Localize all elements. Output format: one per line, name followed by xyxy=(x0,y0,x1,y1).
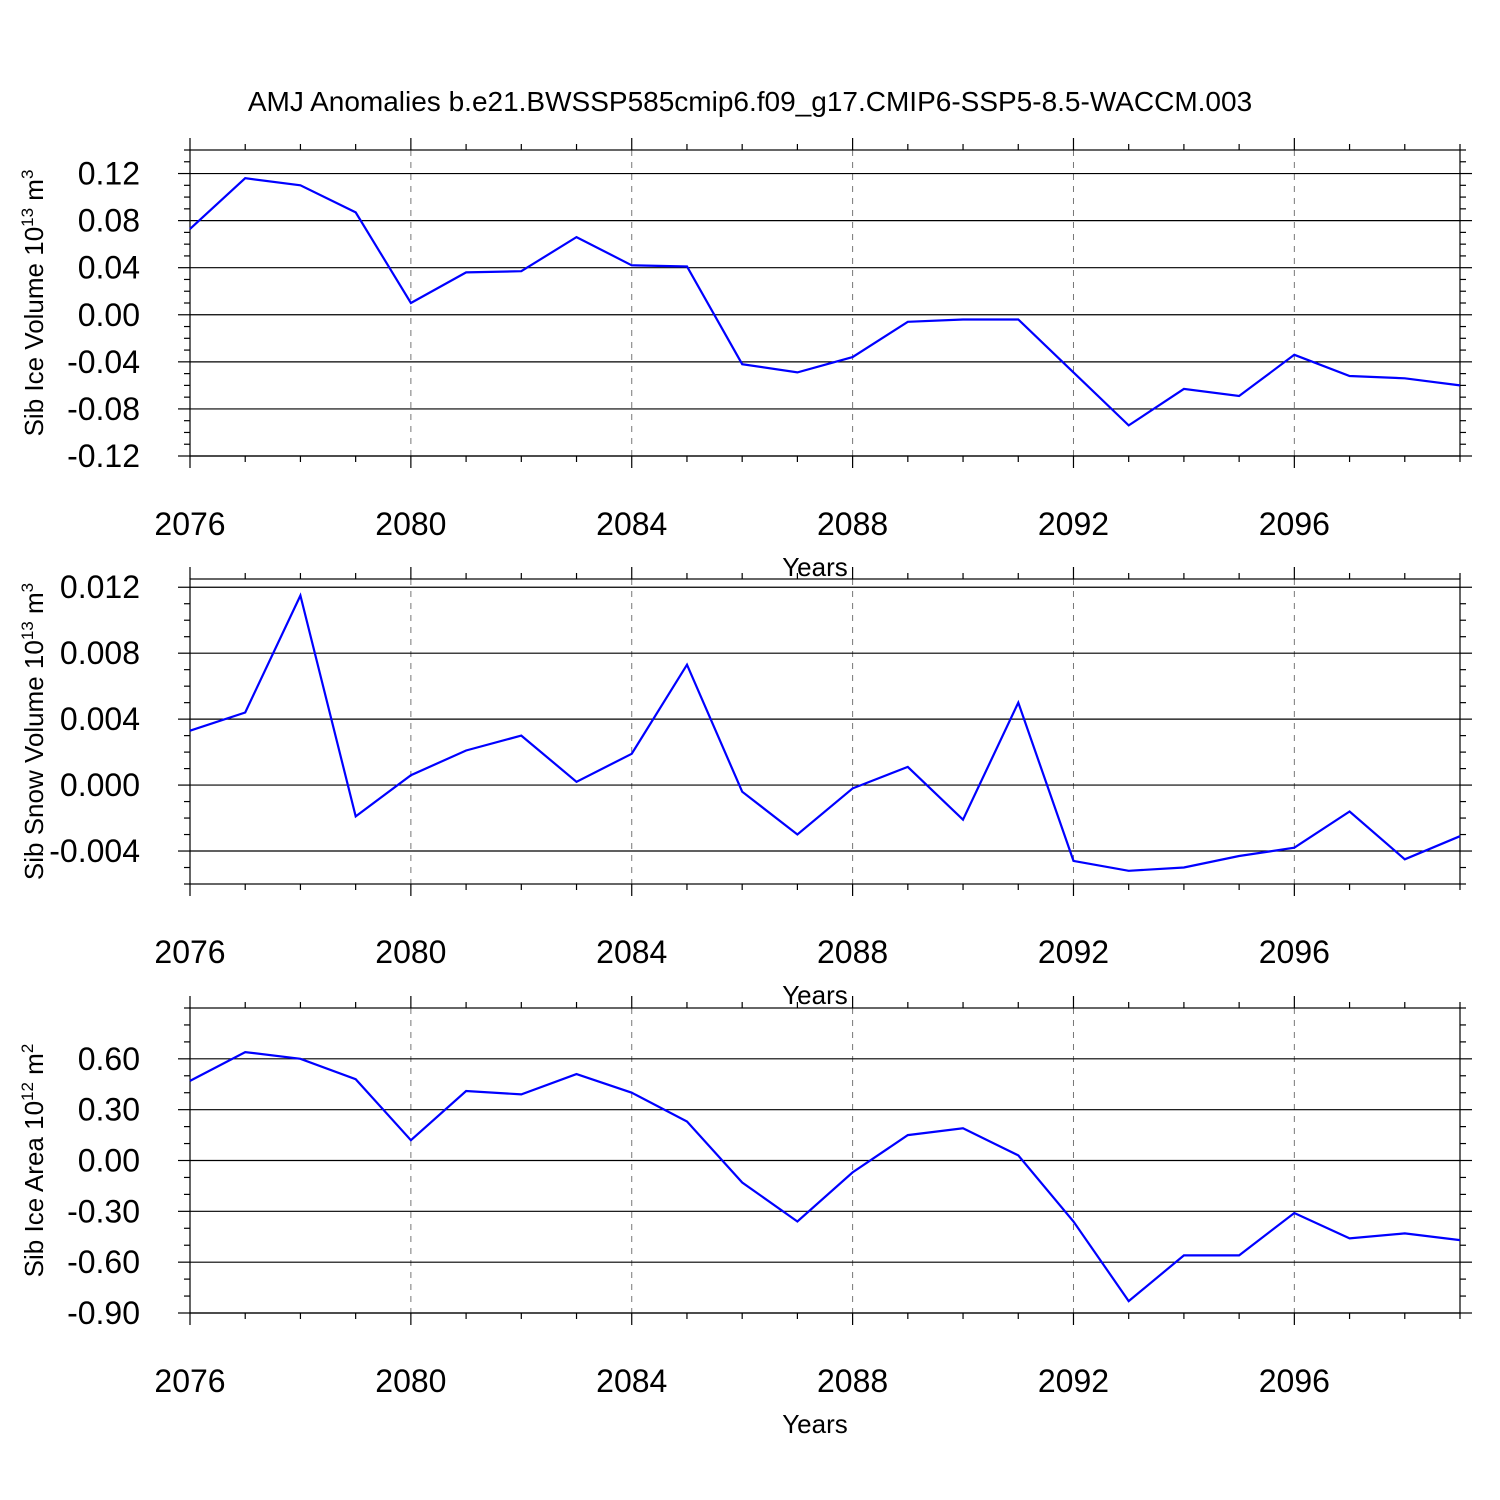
x-tick-label: 2096 xyxy=(1259,1363,1330,1399)
y-tick-label: -0.90 xyxy=(67,1295,140,1331)
y-tick-label: 0.04 xyxy=(78,250,140,286)
series-line-snow-volume xyxy=(189,592,1461,872)
y-tick-label: 0.00 xyxy=(78,1143,140,1179)
panel-ice-volume: 2076 2080 2084 2088 2092 2096 -0.12 -0.08 -0.04 0… xyxy=(18,138,1472,582)
y-tick-label: 0.012 xyxy=(60,569,140,605)
y-tick-label: -0.004 xyxy=(49,833,140,869)
series-line-ice-volume xyxy=(189,177,1461,427)
x-tick-label: 2076 xyxy=(154,934,225,970)
plot-frame xyxy=(189,578,1461,885)
y-tick-label: 0.30 xyxy=(78,1092,140,1128)
x-tick-label: 2076 xyxy=(154,1363,225,1399)
x-axis-title: Years xyxy=(782,1409,848,1439)
x-tick-label: 2088 xyxy=(817,506,888,542)
x-tick-label: 2080 xyxy=(375,506,446,542)
x-tick-label: 2080 xyxy=(375,1363,446,1399)
panel-snow-volume: 2076 2080 2084 2088 2092 2096 -0.004 0.000 0.004… xyxy=(18,567,1472,1010)
y-tick-label: 0.12 xyxy=(78,156,140,192)
panel-ice-area: 2076 2080 2084 2088 2092 2096 -0.90 -0.60 -0.30 0… xyxy=(18,996,1472,1439)
x-tick-label: 2084 xyxy=(596,506,667,542)
y-axis-title: Sib Ice Volume 1013 m3 xyxy=(18,170,49,437)
y-tick-label: -0.08 xyxy=(67,391,140,427)
y-tick-label: -0.04 xyxy=(67,344,140,380)
y-tick-label: 0.00 xyxy=(78,297,140,333)
y-tick-label: -0.12 xyxy=(67,438,140,474)
series-line-ice-area xyxy=(189,1050,1461,1303)
y-tick-label: 0.08 xyxy=(78,203,140,239)
y-tick-label: -0.60 xyxy=(67,1244,140,1280)
y-tick-label: 0.008 xyxy=(60,635,140,671)
x-tick-label: 2092 xyxy=(1038,506,1109,542)
x-tick-label: 2076 xyxy=(154,506,225,542)
x-tick-label: 2092 xyxy=(1038,934,1109,970)
x-tick-label: 2096 xyxy=(1259,506,1330,542)
y-axis-title: Sib Ice Area 1012 m2 xyxy=(18,1044,49,1278)
x-axis-title: Years xyxy=(782,552,848,582)
x-tick-label: 2080 xyxy=(375,934,446,970)
x-tick-label: 2096 xyxy=(1259,934,1330,970)
x-tick-label: 2088 xyxy=(817,1363,888,1399)
x-tick-label: 2084 xyxy=(596,1363,667,1399)
x-tick-label: 2084 xyxy=(596,934,667,970)
x-tick-label: 2092 xyxy=(1038,1363,1109,1399)
y-tick-label: 0.000 xyxy=(60,767,140,803)
figure-title: AMJ Anomalies b.e21.BWSSP585cmip6.f09_g1… xyxy=(248,86,1252,117)
y-tick-label: 0.60 xyxy=(78,1041,140,1077)
panels: 2076 2080 2084 2088 2092 2096 -0.12 -0.08 -0.04 0… xyxy=(18,138,1472,1439)
y-axis-title: Sib Snow Volume 1013 m3 xyxy=(18,583,49,880)
y-tick-label: -0.30 xyxy=(67,1193,140,1229)
x-tick-label: 2088 xyxy=(817,934,888,970)
y-tick-label: 0.004 xyxy=(60,701,140,737)
x-axis-title: Years xyxy=(782,980,848,1010)
